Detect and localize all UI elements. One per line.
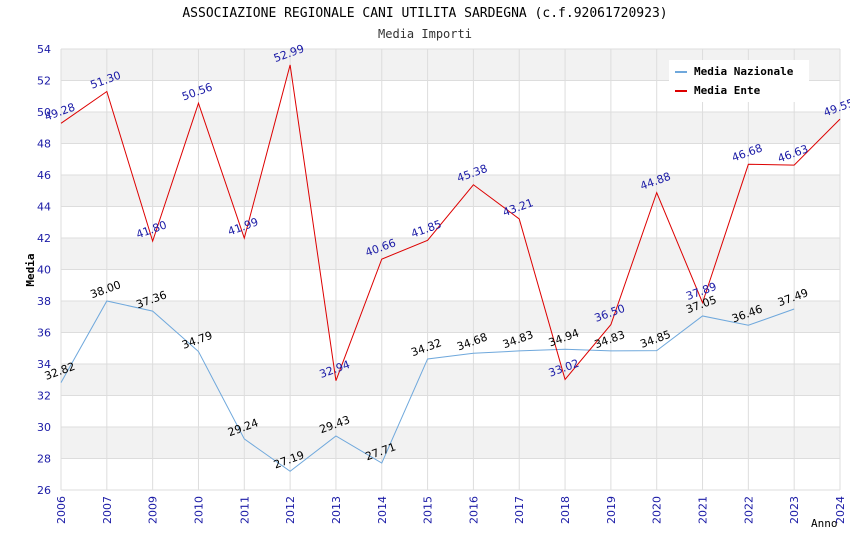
grid-band <box>61 206 840 238</box>
x-tick-label: 2017 <box>513 496 526 524</box>
y-tick-label: 30 <box>37 421 51 434</box>
y-tick-label: 42 <box>37 232 51 245</box>
x-tick-label: 2012 <box>284 496 297 524</box>
y-tick-label: 34 <box>37 358 51 371</box>
grid-band <box>61 143 840 175</box>
x-tick-label: 2018 <box>559 496 572 524</box>
x-tick-label: 2023 <box>788 496 801 524</box>
x-tick-label: 2019 <box>605 496 618 524</box>
y-tick-label: 26 <box>37 484 51 497</box>
grid-band <box>61 112 840 144</box>
grid-band <box>61 175 840 207</box>
y-tick-label: 52 <box>37 75 51 88</box>
y-tick-label: 50 <box>37 106 51 119</box>
x-tick-label: 2006 <box>55 496 68 524</box>
x-tick-label: 2007 <box>101 496 114 524</box>
series-lines <box>60 64 841 472</box>
grid-band <box>61 332 840 364</box>
grid-band <box>61 427 840 459</box>
legend-box <box>669 60 809 102</box>
y-tick-label: 46 <box>37 169 51 182</box>
x-tick-label: 2021 <box>697 496 710 524</box>
grid-band <box>61 301 840 333</box>
grid-band <box>61 238 840 270</box>
x-axis-ticks: 2006 2007 2009 2010 2011 2012 2013 2014 2015 2016… <box>55 496 847 524</box>
x-tick-label: 2014 <box>376 496 389 524</box>
x-tick-label: 2011 <box>238 496 251 524</box>
y-tick-label: 38 <box>37 295 51 308</box>
x-tick-label: 2024 <box>834 496 847 524</box>
y-tick-label: 44 <box>37 201 51 214</box>
x-axis-label: Anno <box>811 517 838 530</box>
grid-band <box>61 458 840 490</box>
y-tick-label: 32 <box>37 390 51 403</box>
x-tick-label: 2013 <box>330 496 343 524</box>
series-line-media-ente <box>60 64 841 381</box>
grid-band <box>61 364 840 396</box>
series-line-media-nazionale <box>60 300 795 472</box>
x-tick-label: 2020 <box>651 496 664 524</box>
legend-label: Media Ente <box>694 84 761 97</box>
grid-band <box>61 395 840 427</box>
chart-subtitle: Media Importi <box>378 27 472 41</box>
y-tick-label: 40 <box>37 264 51 277</box>
grid-bands <box>61 49 840 490</box>
y-tick-label: 54 <box>37 43 51 56</box>
legend: Media Nazionale Media Ente <box>669 60 809 102</box>
legend-label: Media Nazionale <box>694 65 794 78</box>
y-tick-label: 48 <box>37 138 51 151</box>
y-tick-label: 36 <box>37 327 51 340</box>
x-tick-label: 2015 <box>422 496 435 524</box>
x-tick-label: 2010 <box>192 496 205 524</box>
x-tick-label: 2022 <box>742 496 755 524</box>
x-tick-label: 2009 <box>147 496 160 524</box>
y-tick-label: 28 <box>37 453 51 466</box>
chart-title: ASSOCIAZIONE REGIONALE CANI UTILITA SARD… <box>182 6 668 21</box>
y-axis-ticks: 26 28 30 32 34 36 38 40 42 44 46 48 50 52 54 <box>37 43 51 497</box>
grid-lines <box>60 48 841 491</box>
x-tick-label: 2016 <box>467 496 480 524</box>
y-axis-label: Media <box>24 253 37 286</box>
grid-band <box>61 269 840 301</box>
